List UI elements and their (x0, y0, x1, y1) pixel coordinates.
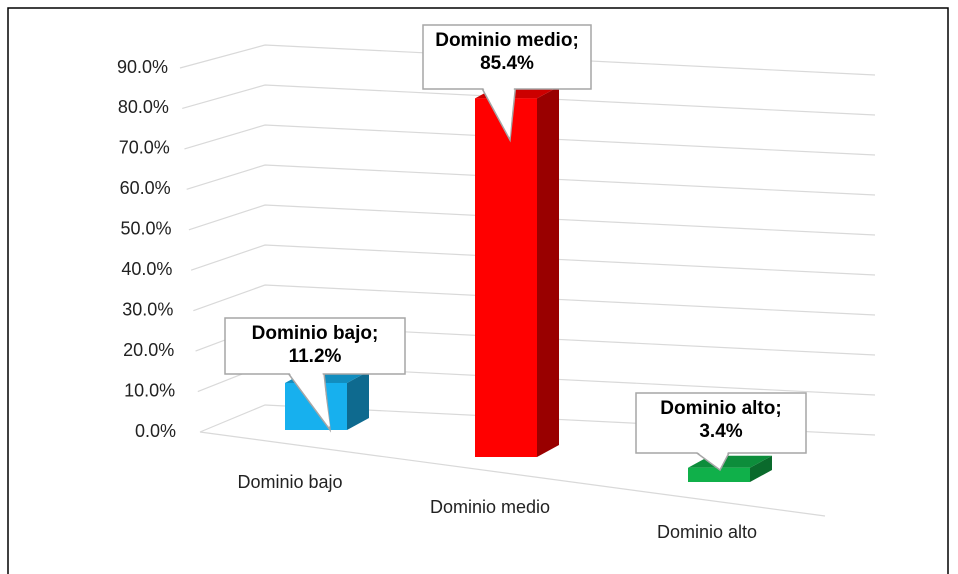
y-tick-label: 50.0% (121, 219, 172, 239)
y-tick-label: 80.0% (118, 97, 169, 117)
x-tick-label: Dominio medio (430, 497, 550, 517)
x-tick-label: Dominio bajo (237, 472, 342, 492)
callout-box (422, 24, 592, 90)
grid-line (182, 84, 876, 116)
y-tick-label: 20.0% (123, 340, 174, 360)
y-tick-label: 0.0% (135, 421, 176, 441)
bar-side (347, 370, 369, 430)
y-tick-label: 70.0% (119, 138, 170, 158)
callout-pointer-cover (483, 88, 514, 137)
grid-line (190, 244, 876, 276)
y-tick-label: 90.0% (117, 57, 168, 77)
grid-line (188, 204, 876, 236)
y-tick-label: 40.0% (121, 259, 172, 279)
y-tick-label: 10.0% (124, 380, 175, 400)
bar-side (537, 86, 559, 457)
bar (475, 86, 559, 457)
bar-front (475, 98, 537, 457)
grid-line (193, 284, 876, 316)
callout-box (224, 317, 406, 375)
data-label-container: Dominio alto; 3.4% (660, 398, 782, 442)
grid-line (186, 164, 876, 196)
data-label: Dominio alto; 3.4% (660, 398, 782, 442)
bar-front (688, 467, 750, 482)
floor-edge (199, 431, 826, 517)
x-tick-label: Dominio alto (657, 522, 757, 542)
grid-line (179, 44, 876, 76)
bar (688, 455, 772, 482)
callout-pointer-cover (289, 373, 330, 427)
data-label: Dominio bajo; 11.2% (251, 323, 379, 367)
grid-line (184, 124, 876, 156)
data-label: Dominio medio; 85.4% (435, 30, 579, 74)
bar-side (750, 455, 772, 482)
callout-pointer-cover (697, 452, 728, 467)
callout-box (635, 392, 807, 454)
y-tick-label: 60.0% (120, 178, 171, 198)
data-label-container: Dominio bajo; 11.2% (251, 323, 379, 367)
data-label-container: Dominio medio; 85.4% (435, 30, 579, 74)
y-tick-label: 30.0% (122, 299, 173, 319)
